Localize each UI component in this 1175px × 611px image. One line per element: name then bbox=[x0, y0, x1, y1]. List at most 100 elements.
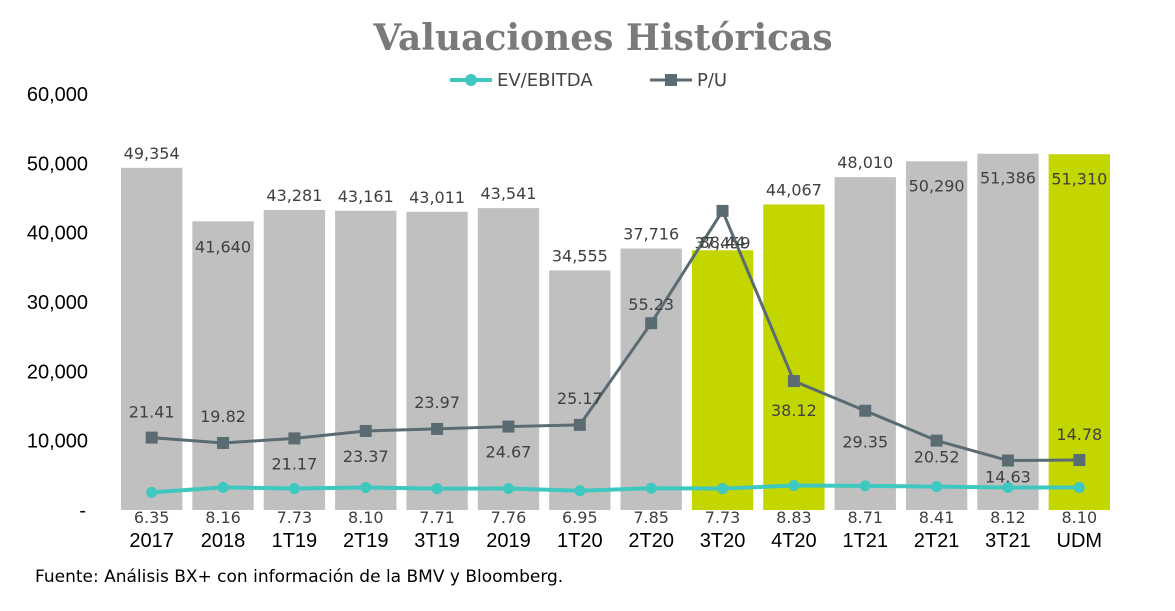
ev-ebitda-value-label: 8.83 bbox=[776, 508, 812, 527]
bar-value-label: 51,386 bbox=[980, 169, 1036, 188]
bar-value-label: 48,010 bbox=[837, 153, 893, 172]
bar-3T20 bbox=[691, 250, 754, 510]
ev-ebitda-line bbox=[151, 483, 1080, 495]
pu-value-label: 20.52 bbox=[914, 448, 960, 467]
bar-value-label: 37,716 bbox=[623, 225, 679, 244]
pu-point bbox=[573, 418, 586, 431]
bar-value-label: 51,310 bbox=[1051, 169, 1107, 188]
source-note: Fuente: Análisis BX+ con información de … bbox=[35, 567, 563, 587]
bar-2017 bbox=[120, 167, 183, 511]
x-tick-label: UDM bbox=[1057, 530, 1103, 552]
y-tick-label: 60,000 bbox=[27, 84, 88, 106]
bar-value-label: 50,290 bbox=[909, 176, 965, 195]
ev-ebitda-point bbox=[146, 486, 158, 498]
x-tick-label: 2T20 bbox=[628, 530, 674, 552]
pu-value-label: 23.37 bbox=[343, 447, 389, 466]
pu-point bbox=[787, 375, 800, 388]
pu-value-label: 25.17 bbox=[557, 389, 603, 408]
y-axis: - 10,000 20,000 30,000 40,000 50,000 60,000 bbox=[27, 84, 88, 522]
ev-ebitda-value-label: 7.73 bbox=[277, 508, 313, 527]
ev-ebitda-value-label: 8.41 bbox=[919, 508, 955, 527]
pu-value-label: 38.12 bbox=[771, 401, 817, 420]
x-tick-label: 2T21 bbox=[914, 530, 960, 552]
pu-point bbox=[1001, 454, 1014, 467]
pu-point bbox=[431, 422, 444, 435]
x-tick-label: 2018 bbox=[201, 530, 246, 552]
ev-ebitda-value-label: 8.16 bbox=[205, 508, 241, 527]
pu-point bbox=[217, 436, 230, 449]
bar-value-label: 43,541 bbox=[480, 184, 536, 203]
pu-value-label: 21.41 bbox=[129, 403, 175, 422]
bar-value-label: 49,354 bbox=[124, 144, 180, 163]
pu-value-label: 14.78 bbox=[1056, 425, 1102, 444]
x-tick-label: 4T20 bbox=[771, 530, 817, 552]
pu-value-label: 19.82 bbox=[200, 407, 246, 426]
ev-ebitda-point bbox=[645, 482, 657, 494]
legend-pu-marker bbox=[665, 74, 677, 86]
y-tick-label: 40,000 bbox=[27, 223, 88, 245]
line-labels: 6.35 8.16 7.73 8.10 7.71 7.76 6.95 7.85 7.73 8.83… bbox=[129, 233, 1102, 527]
x-tick-label: 2017 bbox=[129, 530, 174, 552]
legend-pu-label: P/U bbox=[697, 70, 727, 91]
bar-2T21 bbox=[905, 161, 968, 510]
ev-ebitda-value-label: 7.73 bbox=[705, 508, 741, 527]
pu-point bbox=[1073, 454, 1086, 467]
pu-point bbox=[716, 204, 729, 217]
ev-ebitda-point bbox=[217, 481, 229, 493]
legend: EV/EBITDA P/U bbox=[450, 70, 727, 91]
pu-point bbox=[930, 434, 943, 447]
pu-point bbox=[359, 424, 372, 437]
bar-2T19 bbox=[335, 210, 397, 510]
bar-3T19 bbox=[406, 211, 468, 510]
bar-value-label: 43,161 bbox=[338, 187, 394, 206]
ev-ebitda-value-label: 8.10 bbox=[1062, 508, 1098, 527]
ev-ebitda-point bbox=[1073, 482, 1085, 494]
y-tick-label: 10,000 bbox=[27, 431, 88, 453]
bar-1T20 bbox=[549, 270, 611, 510]
bar-value-label: 34,555 bbox=[552, 246, 608, 265]
chart-title: Valuaciones Históricas bbox=[372, 17, 832, 59]
pu-value-label: 14.63 bbox=[985, 468, 1031, 487]
lines bbox=[145, 204, 1086, 498]
pu-value-label: 55.23 bbox=[628, 295, 674, 314]
ev-ebitda-value-label: 6.35 bbox=[134, 508, 170, 527]
x-tick-label: 1T21 bbox=[842, 530, 888, 552]
ev-ebitda-point bbox=[431, 483, 443, 495]
x-tick-label: 2019 bbox=[486, 530, 531, 552]
pu-line bbox=[151, 207, 1080, 463]
bar-1T19 bbox=[263, 209, 326, 510]
legend-ev-ebitda-marker bbox=[465, 74, 477, 86]
bar-value-label: 43,011 bbox=[409, 188, 465, 207]
x-tick-label: 1T19 bbox=[272, 530, 318, 552]
pu-point bbox=[645, 317, 658, 330]
pu-point bbox=[502, 420, 515, 433]
ev-ebitda-point bbox=[1002, 481, 1014, 493]
legend-ev-ebitda-label: EV/EBITDA bbox=[497, 70, 593, 91]
ev-ebitda-value-label: 7.71 bbox=[419, 508, 455, 527]
y-tick-label: 30,000 bbox=[27, 292, 88, 314]
bar-UDM bbox=[1048, 154, 1111, 510]
x-axis: 2017 2018 1T19 2T19 3T19 2019 1T20 2T20 3T20 4T20… bbox=[129, 530, 1102, 552]
bar-value-label: 41,640 bbox=[195, 237, 251, 256]
y-tick-label: 20,000 bbox=[27, 361, 88, 383]
ev-ebitda-point bbox=[502, 482, 514, 494]
y-tick-label: - bbox=[79, 500, 86, 522]
bar-value-label: 44,067 bbox=[766, 180, 822, 199]
x-tick-label: 3T21 bbox=[985, 530, 1031, 552]
pu-value-label: 23.97 bbox=[414, 393, 460, 412]
pu-point bbox=[288, 432, 301, 445]
pu-value-label: 24.67 bbox=[486, 443, 532, 462]
bar-value-label: 43,281 bbox=[266, 186, 322, 205]
pu-value-label: 29.35 bbox=[842, 433, 888, 452]
ev-ebitda-value-label: 6.95 bbox=[562, 508, 598, 527]
ev-ebitda-point bbox=[717, 483, 729, 495]
x-tick-label: 3T19 bbox=[414, 530, 460, 552]
ev-ebitda-value-label: 7.85 bbox=[633, 508, 669, 527]
bar-1T21 bbox=[834, 177, 896, 510]
x-tick-label: 1T20 bbox=[557, 530, 603, 552]
ev-ebitda-point bbox=[788, 480, 800, 492]
bars bbox=[120, 153, 1111, 511]
ev-ebitda-point bbox=[931, 481, 943, 493]
ev-ebitda-point bbox=[859, 480, 871, 492]
